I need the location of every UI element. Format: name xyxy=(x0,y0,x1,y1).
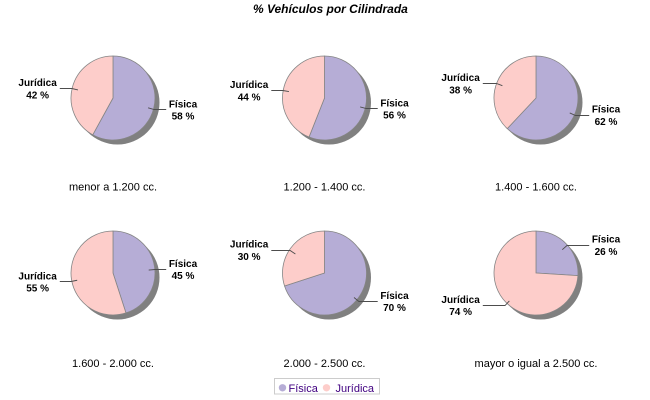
svg-text:menor a 1.200 cc.: menor a 1.200 cc. xyxy=(69,182,157,194)
svg-text:1.400 - 1.600 cc.: 1.400 - 1.600 cc. xyxy=(495,182,577,194)
svg-text:Jurídica: Jurídica xyxy=(18,271,57,282)
svg-text:26 %: 26 % xyxy=(595,247,618,258)
svg-text:Física: Física xyxy=(380,98,409,109)
svg-text:Física: Física xyxy=(592,235,621,246)
svg-text:1.600 - 2.000 cc.: 1.600 - 2.000 cc. xyxy=(72,358,154,370)
svg-text:Jurídica: Jurídica xyxy=(441,295,480,306)
svg-text:Física: Física xyxy=(380,291,409,302)
svg-text:56 %: 56 % xyxy=(383,111,406,122)
svg-text:Física: Física xyxy=(169,259,198,270)
svg-text:mayor o igual a 2.500 cc.: mayor o igual a 2.500 cc. xyxy=(475,358,598,370)
svg-text:42 %: 42 % xyxy=(26,91,49,102)
svg-text:2.000 - 2.500 cc.: 2.000 - 2.500 cc. xyxy=(284,358,366,370)
svg-text:58 %: 58 % xyxy=(172,112,195,123)
svg-text:44 %: 44 % xyxy=(238,92,261,103)
svg-text:30 %: 30 % xyxy=(238,252,261,263)
svg-text:62 %: 62 % xyxy=(595,117,618,128)
svg-text:70 %: 70 % xyxy=(383,303,406,314)
svg-text:Jurídica: Jurídica xyxy=(441,73,480,84)
svg-text:Jurídica: Jurídica xyxy=(230,240,269,251)
svg-text:74 %: 74 % xyxy=(449,307,472,318)
svg-text:1.200 - 1.400 cc.: 1.200 - 1.400 cc. xyxy=(284,182,366,194)
svg-text:Jurídica: Jurídica xyxy=(18,78,57,89)
svg-text:38 %: 38 % xyxy=(449,85,472,96)
svg-text:Física: Física xyxy=(289,383,319,395)
svg-text:Jurídica: Jurídica xyxy=(230,80,269,91)
svg-text:% Vehículos por Cilindrada: % Vehículos por Cilindrada xyxy=(253,2,408,16)
svg-text:Física: Física xyxy=(592,105,621,116)
svg-text:Física: Física xyxy=(169,99,198,110)
svg-text:Jurídica: Jurídica xyxy=(336,383,375,395)
svg-text:45 %: 45 % xyxy=(172,271,195,282)
svg-text:55 %: 55 % xyxy=(26,284,49,295)
